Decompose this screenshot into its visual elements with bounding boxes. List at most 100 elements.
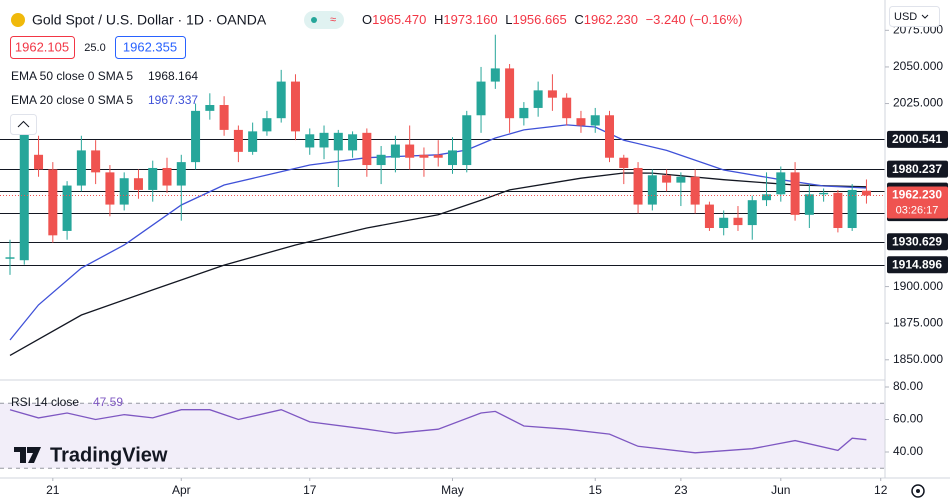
status-dot <box>311 17 317 23</box>
candle-body <box>119 178 129 205</box>
x-tick-label: 23 <box>674 483 688 497</box>
ohlc-value: 1962.230 <box>584 12 638 27</box>
logo-mark <box>14 447 41 463</box>
candle-body <box>205 105 215 111</box>
rsi-band <box>0 403 885 469</box>
candle-body <box>248 131 258 152</box>
currency-select[interactable] <box>889 6 940 27</box>
level-label-box <box>887 160 948 178</box>
legend-name: EMA 20 close 0 SMA 5 <box>11 93 133 107</box>
legend-value: 1968.164 <box>148 69 198 83</box>
legend-name: EMA 50 close 0 SMA 5 <box>11 69 133 83</box>
last-price-box <box>887 186 948 219</box>
rsi-line <box>9 409 867 454</box>
dropdown-icon <box>921 14 929 19</box>
candle-body <box>847 189 857 229</box>
rsi-legend: RSI 14 close <box>11 395 79 409</box>
bid: 1962.105 <box>15 39 69 54</box>
candle-body <box>348 134 358 151</box>
candle-body <box>191 110 201 163</box>
level-label: 1914.896 <box>892 257 942 271</box>
candle-body <box>619 157 629 168</box>
ohlc-label: C <box>574 12 583 27</box>
settings-icon[interactable] <box>911 484 925 498</box>
candle-body <box>505 68 515 119</box>
candle-body <box>162 167 172 186</box>
x-tick-label: 12 <box>874 483 888 497</box>
level-label: 1930.629 <box>892 234 942 248</box>
x-tick-label: 21 <box>46 483 60 497</box>
y-tick-label: 1850.000 <box>893 352 943 366</box>
candle-body <box>562 97 572 119</box>
last-price-label: 1962.230 <box>892 188 942 202</box>
candle-body <box>376 154 386 166</box>
level-label-box <box>887 256 948 274</box>
candle-body <box>233 129 243 152</box>
candle-body <box>148 167 158 190</box>
y-tick-label: 2050.000 <box>893 59 943 73</box>
candle-body <box>733 217 743 226</box>
bid-box[interactable] <box>10 36 75 59</box>
candle-body <box>790 172 800 215</box>
candle-body <box>462 115 472 166</box>
market-status[interactable] <box>304 11 344 29</box>
x-tick-label: May <box>441 483 464 497</box>
ohlc-label: L <box>505 12 512 27</box>
candle-body <box>5 257 15 259</box>
candle-body <box>633 167 643 205</box>
x-tick-label: Apr <box>172 483 191 497</box>
symbol-icon <box>11 13 25 27</box>
ohlc-label: O <box>362 12 372 27</box>
candle-body <box>433 154 443 158</box>
candle-body <box>590 115 600 126</box>
candle-body <box>762 194 772 201</box>
symbol-title: Gold Spot / U.S. Dollar · 1D · OANDA <box>32 12 267 28</box>
candle-body <box>333 132 343 151</box>
legend-value: 1967.337 <box>148 93 198 107</box>
ohlc-label: H <box>434 12 443 27</box>
candle-body <box>48 169 58 236</box>
level-label-box <box>887 233 948 251</box>
candle-body <box>290 81 300 132</box>
candle-body <box>176 162 186 186</box>
candle-body <box>262 118 272 132</box>
rsi-tick-label: 80.00 <box>893 379 923 393</box>
candle-body <box>576 118 586 126</box>
x-tick-label: 17 <box>303 483 317 497</box>
ohlc-value: 1956.665 <box>512 12 566 27</box>
y-tick-label: 1875.000 <box>893 315 943 329</box>
candle-body <box>804 194 814 215</box>
candle-body <box>533 90 543 108</box>
collapse-icon <box>17 120 30 128</box>
candle-body <box>419 154 429 158</box>
ask-box[interactable] <box>115 36 186 59</box>
candle-body <box>319 132 329 148</box>
status-icon: ≈ <box>330 14 336 26</box>
logo-text: TradingView <box>50 444 168 466</box>
candle-body <box>605 115 615 158</box>
candle-body <box>76 150 86 186</box>
candle-body <box>662 175 672 183</box>
candle-body <box>704 204 714 229</box>
candle-body <box>447 150 457 166</box>
candle-body <box>91 150 101 173</box>
x-tick-label: Jun <box>771 483 790 497</box>
candle-body <box>19 128 29 261</box>
settings-icon-center <box>916 489 920 493</box>
candle-body <box>105 172 115 205</box>
candle-body <box>719 217 729 229</box>
candle-body <box>690 176 700 205</box>
collapse-button[interactable] <box>10 114 37 135</box>
change: −3.240 (−0.16%) <box>646 12 743 27</box>
ohlc-value: 1973.160 <box>443 12 497 27</box>
candle-body <box>133 178 143 190</box>
rsi-tick-label: 60.00 <box>893 412 923 426</box>
ema-line <box>9 172 867 356</box>
candle-body <box>833 192 843 229</box>
ohlc: O1965.470 H1973.160 L1956.665 C1962.230 … <box>362 12 742 27</box>
rsi-tick-label: 40.00 <box>893 444 923 458</box>
candle-body <box>305 134 315 148</box>
candle-body <box>819 192 829 195</box>
